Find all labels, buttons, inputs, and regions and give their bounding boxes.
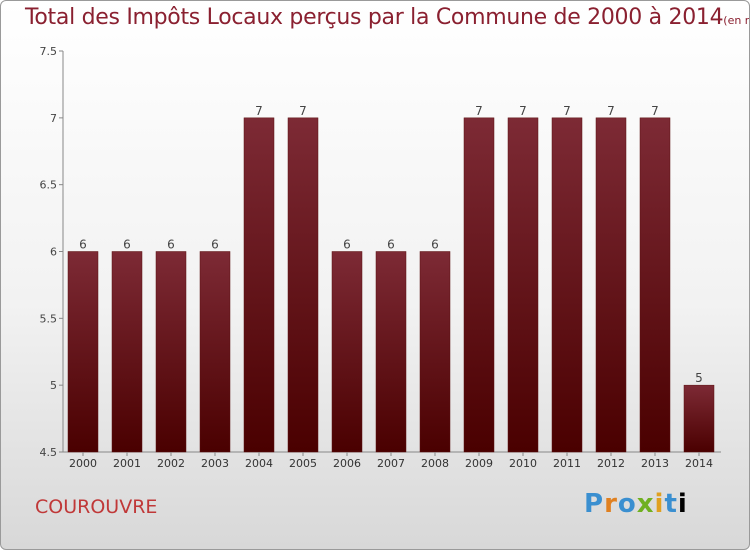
x-tick-label: 2008 bbox=[421, 457, 449, 470]
bar bbox=[331, 251, 363, 453]
logo-letter: r bbox=[604, 489, 618, 519]
bar-value-label: 7 bbox=[651, 104, 659, 118]
x-tick-label: 2012 bbox=[597, 457, 625, 470]
x-tick-label: 2002 bbox=[157, 457, 185, 470]
chart-x-ticks: 2000 2001 2002 2003 2004 2005 2006 2007 2008 2009… bbox=[69, 452, 713, 470]
chart-unit: (en milliers d'€) bbox=[723, 14, 749, 27]
y-tick-label: 7 bbox=[50, 112, 57, 125]
logo-letter: t bbox=[664, 489, 678, 519]
bar bbox=[463, 117, 495, 453]
x-tick-label: 2007 bbox=[377, 457, 405, 470]
bar bbox=[243, 117, 275, 453]
bar bbox=[155, 251, 187, 453]
bar bbox=[683, 384, 715, 453]
y-tick-label: 5 bbox=[50, 379, 57, 392]
chart-bar-labels: 6 6 6 6 7 7 6 6 6 7 7 7 7 7 5 bbox=[79, 104, 703, 385]
bar-value-label: 7 bbox=[299, 104, 307, 118]
chart-title: Total des Impôts Locaux perçus par la Co… bbox=[25, 5, 749, 30]
logo-letter: P bbox=[584, 489, 605, 519]
bar bbox=[287, 117, 319, 453]
y-tick-label: 6.5 bbox=[40, 179, 58, 192]
logo-letter: i bbox=[654, 489, 665, 519]
bar bbox=[639, 117, 671, 453]
x-tick-label: 2001 bbox=[113, 457, 141, 470]
bar-value-label: 7 bbox=[563, 104, 571, 118]
bar-value-label: 7 bbox=[607, 104, 615, 118]
bar bbox=[507, 117, 539, 453]
x-tick-label: 2011 bbox=[553, 457, 581, 470]
bar bbox=[199, 251, 231, 453]
bar-value-label: 6 bbox=[387, 238, 395, 252]
bar bbox=[419, 251, 451, 453]
proxiti-logo: Proxiti bbox=[584, 489, 688, 519]
bar bbox=[595, 117, 627, 453]
x-tick-label: 2010 bbox=[509, 457, 537, 470]
commune-name: COUROUVRE bbox=[35, 496, 158, 518]
bar bbox=[67, 251, 99, 453]
bar bbox=[375, 251, 407, 453]
bar-value-label: 6 bbox=[343, 238, 351, 252]
x-tick-label: 2014 bbox=[685, 457, 713, 470]
bar-value-label: 7 bbox=[255, 104, 263, 118]
x-tick-label: 2004 bbox=[245, 457, 273, 470]
bar bbox=[111, 251, 143, 453]
x-tick-label: 2009 bbox=[465, 457, 493, 470]
x-tick-label: 2006 bbox=[333, 457, 361, 470]
logo-letter: i bbox=[677, 489, 688, 519]
bar-value-label: 6 bbox=[167, 238, 175, 252]
bar-value-label: 6 bbox=[79, 238, 87, 252]
logo-letter: o bbox=[617, 489, 637, 519]
bar-value-label: 6 bbox=[211, 238, 219, 252]
chart-title-text: Total des Impôts Locaux perçus par la Co… bbox=[25, 5, 724, 30]
y-tick-label: 5.5 bbox=[40, 312, 58, 325]
x-tick-label: 2005 bbox=[289, 457, 317, 470]
x-tick-label: 2000 bbox=[69, 457, 97, 470]
x-tick-label: 2003 bbox=[201, 457, 229, 470]
chart-bars bbox=[67, 117, 715, 453]
x-tick-label: 2013 bbox=[641, 457, 669, 470]
y-tick-label: 4.5 bbox=[40, 446, 58, 459]
bar-value-label: 6 bbox=[123, 238, 131, 252]
bar bbox=[551, 117, 583, 453]
bar-value-label: 5 bbox=[695, 371, 703, 385]
bar-value-label: 6 bbox=[431, 238, 439, 252]
y-tick-label: 7.5 bbox=[40, 45, 58, 58]
bar-value-label: 7 bbox=[519, 104, 527, 118]
bar-value-label: 7 bbox=[475, 104, 483, 118]
chart-y-ticks: 4.5 5 5.5 6 6.5 7 7.5 bbox=[40, 45, 63, 459]
logo-letter: x bbox=[636, 489, 655, 519]
y-tick-label: 6 bbox=[50, 246, 57, 259]
